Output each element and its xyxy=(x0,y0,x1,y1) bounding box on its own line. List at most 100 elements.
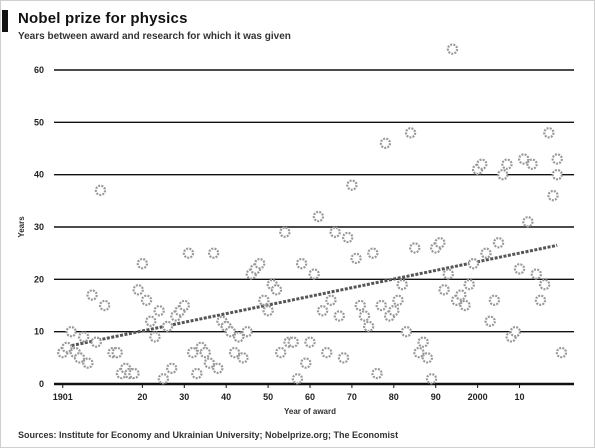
data-point xyxy=(300,357,312,369)
data-point xyxy=(262,305,274,317)
data-point xyxy=(492,236,505,249)
data-point xyxy=(228,346,241,359)
data-point xyxy=(149,331,161,343)
data-point xyxy=(329,226,341,238)
data-point xyxy=(480,247,492,259)
data-points xyxy=(57,43,568,385)
data-point xyxy=(425,373,438,385)
data-point xyxy=(413,346,425,359)
data-point xyxy=(350,252,362,265)
x-tick-label: 90 xyxy=(431,392,441,402)
data-point xyxy=(82,357,94,369)
data-point xyxy=(140,294,153,306)
data-point xyxy=(501,158,513,170)
data-point xyxy=(166,362,178,374)
data-point xyxy=(186,346,199,359)
data-point xyxy=(207,247,220,259)
y-tick-label: 50 xyxy=(34,117,44,127)
data-point xyxy=(203,357,216,369)
data-point xyxy=(237,352,249,364)
x-tick-label: 20 xyxy=(137,392,147,402)
data-point xyxy=(358,310,371,322)
data-point xyxy=(270,284,283,296)
data-point xyxy=(274,346,287,359)
data-point xyxy=(518,153,530,165)
y-axis-label: Years xyxy=(17,216,26,238)
data-point xyxy=(354,299,366,312)
data-point xyxy=(442,268,454,280)
data-point xyxy=(434,236,446,249)
data-point xyxy=(279,226,291,238)
data-point xyxy=(446,43,459,55)
data-point xyxy=(316,305,329,317)
data-point xyxy=(178,299,190,312)
data-point xyxy=(522,216,534,228)
data-point xyxy=(551,153,563,165)
axis-ticks: 0 10 20 30 40 50 60 1901 20 30 40 50 60 70 80 90 2000 10 xyxy=(34,65,525,402)
x-tick-label: 30 xyxy=(179,392,189,402)
data-point xyxy=(463,278,475,291)
data-point xyxy=(555,346,568,359)
data-point xyxy=(132,284,144,296)
data-point xyxy=(459,299,471,312)
y-tick-label: 60 xyxy=(34,65,44,75)
data-point xyxy=(136,257,149,270)
data-point xyxy=(417,336,429,348)
x-tick-label: 40 xyxy=(221,392,231,402)
gridlines xyxy=(54,69,574,386)
data-point xyxy=(530,268,542,280)
x-tick-label: 80 xyxy=(389,392,399,402)
data-point xyxy=(476,158,488,170)
data-point xyxy=(421,352,434,364)
data-point xyxy=(157,373,170,385)
data-point xyxy=(333,310,346,322)
data-point xyxy=(526,158,538,170)
data-point xyxy=(224,325,237,338)
data-point xyxy=(321,346,333,359)
data-point xyxy=(258,294,270,306)
x-tick-label: 10 xyxy=(515,392,525,402)
data-point xyxy=(254,257,266,270)
data-point xyxy=(455,289,467,301)
data-point xyxy=(78,331,90,343)
data-point xyxy=(94,184,107,197)
data-point xyxy=(73,352,86,364)
chart-subtitle: Years between award and research for whi… xyxy=(18,31,291,42)
data-point xyxy=(98,299,111,312)
data-point xyxy=(153,305,165,317)
data-point xyxy=(547,189,559,202)
data-point xyxy=(379,137,392,149)
data-point xyxy=(396,278,408,291)
data-point xyxy=(61,341,73,354)
data-point xyxy=(233,331,245,343)
data-point xyxy=(538,278,551,291)
data-point xyxy=(182,247,195,259)
data-point xyxy=(337,352,350,364)
data-point xyxy=(295,257,308,270)
data-point xyxy=(128,367,140,380)
y-tick-label: 20 xyxy=(34,274,44,284)
data-point xyxy=(199,346,211,359)
x-tick-label: 60 xyxy=(305,392,315,402)
data-point xyxy=(145,315,157,327)
y-tick-label: 40 xyxy=(34,170,44,180)
data-point xyxy=(90,336,102,348)
x-tick-label: 70 xyxy=(347,392,357,402)
data-point xyxy=(308,268,320,280)
source-note: Sources: Institute for Economy and Ukrai… xyxy=(18,430,399,440)
data-point xyxy=(392,294,404,306)
data-point xyxy=(287,336,299,348)
data-point xyxy=(312,210,325,223)
data-point xyxy=(325,294,337,306)
data-point xyxy=(534,294,547,306)
x-axis-label: Year of award xyxy=(284,407,336,416)
data-point xyxy=(191,367,203,380)
data-point xyxy=(346,179,358,191)
data-point xyxy=(342,231,354,244)
x-tick-label: 2000 xyxy=(468,392,488,402)
x-tick-label: 50 xyxy=(263,392,273,402)
data-point xyxy=(400,325,413,338)
data-point xyxy=(291,373,304,385)
data-point xyxy=(467,257,480,270)
